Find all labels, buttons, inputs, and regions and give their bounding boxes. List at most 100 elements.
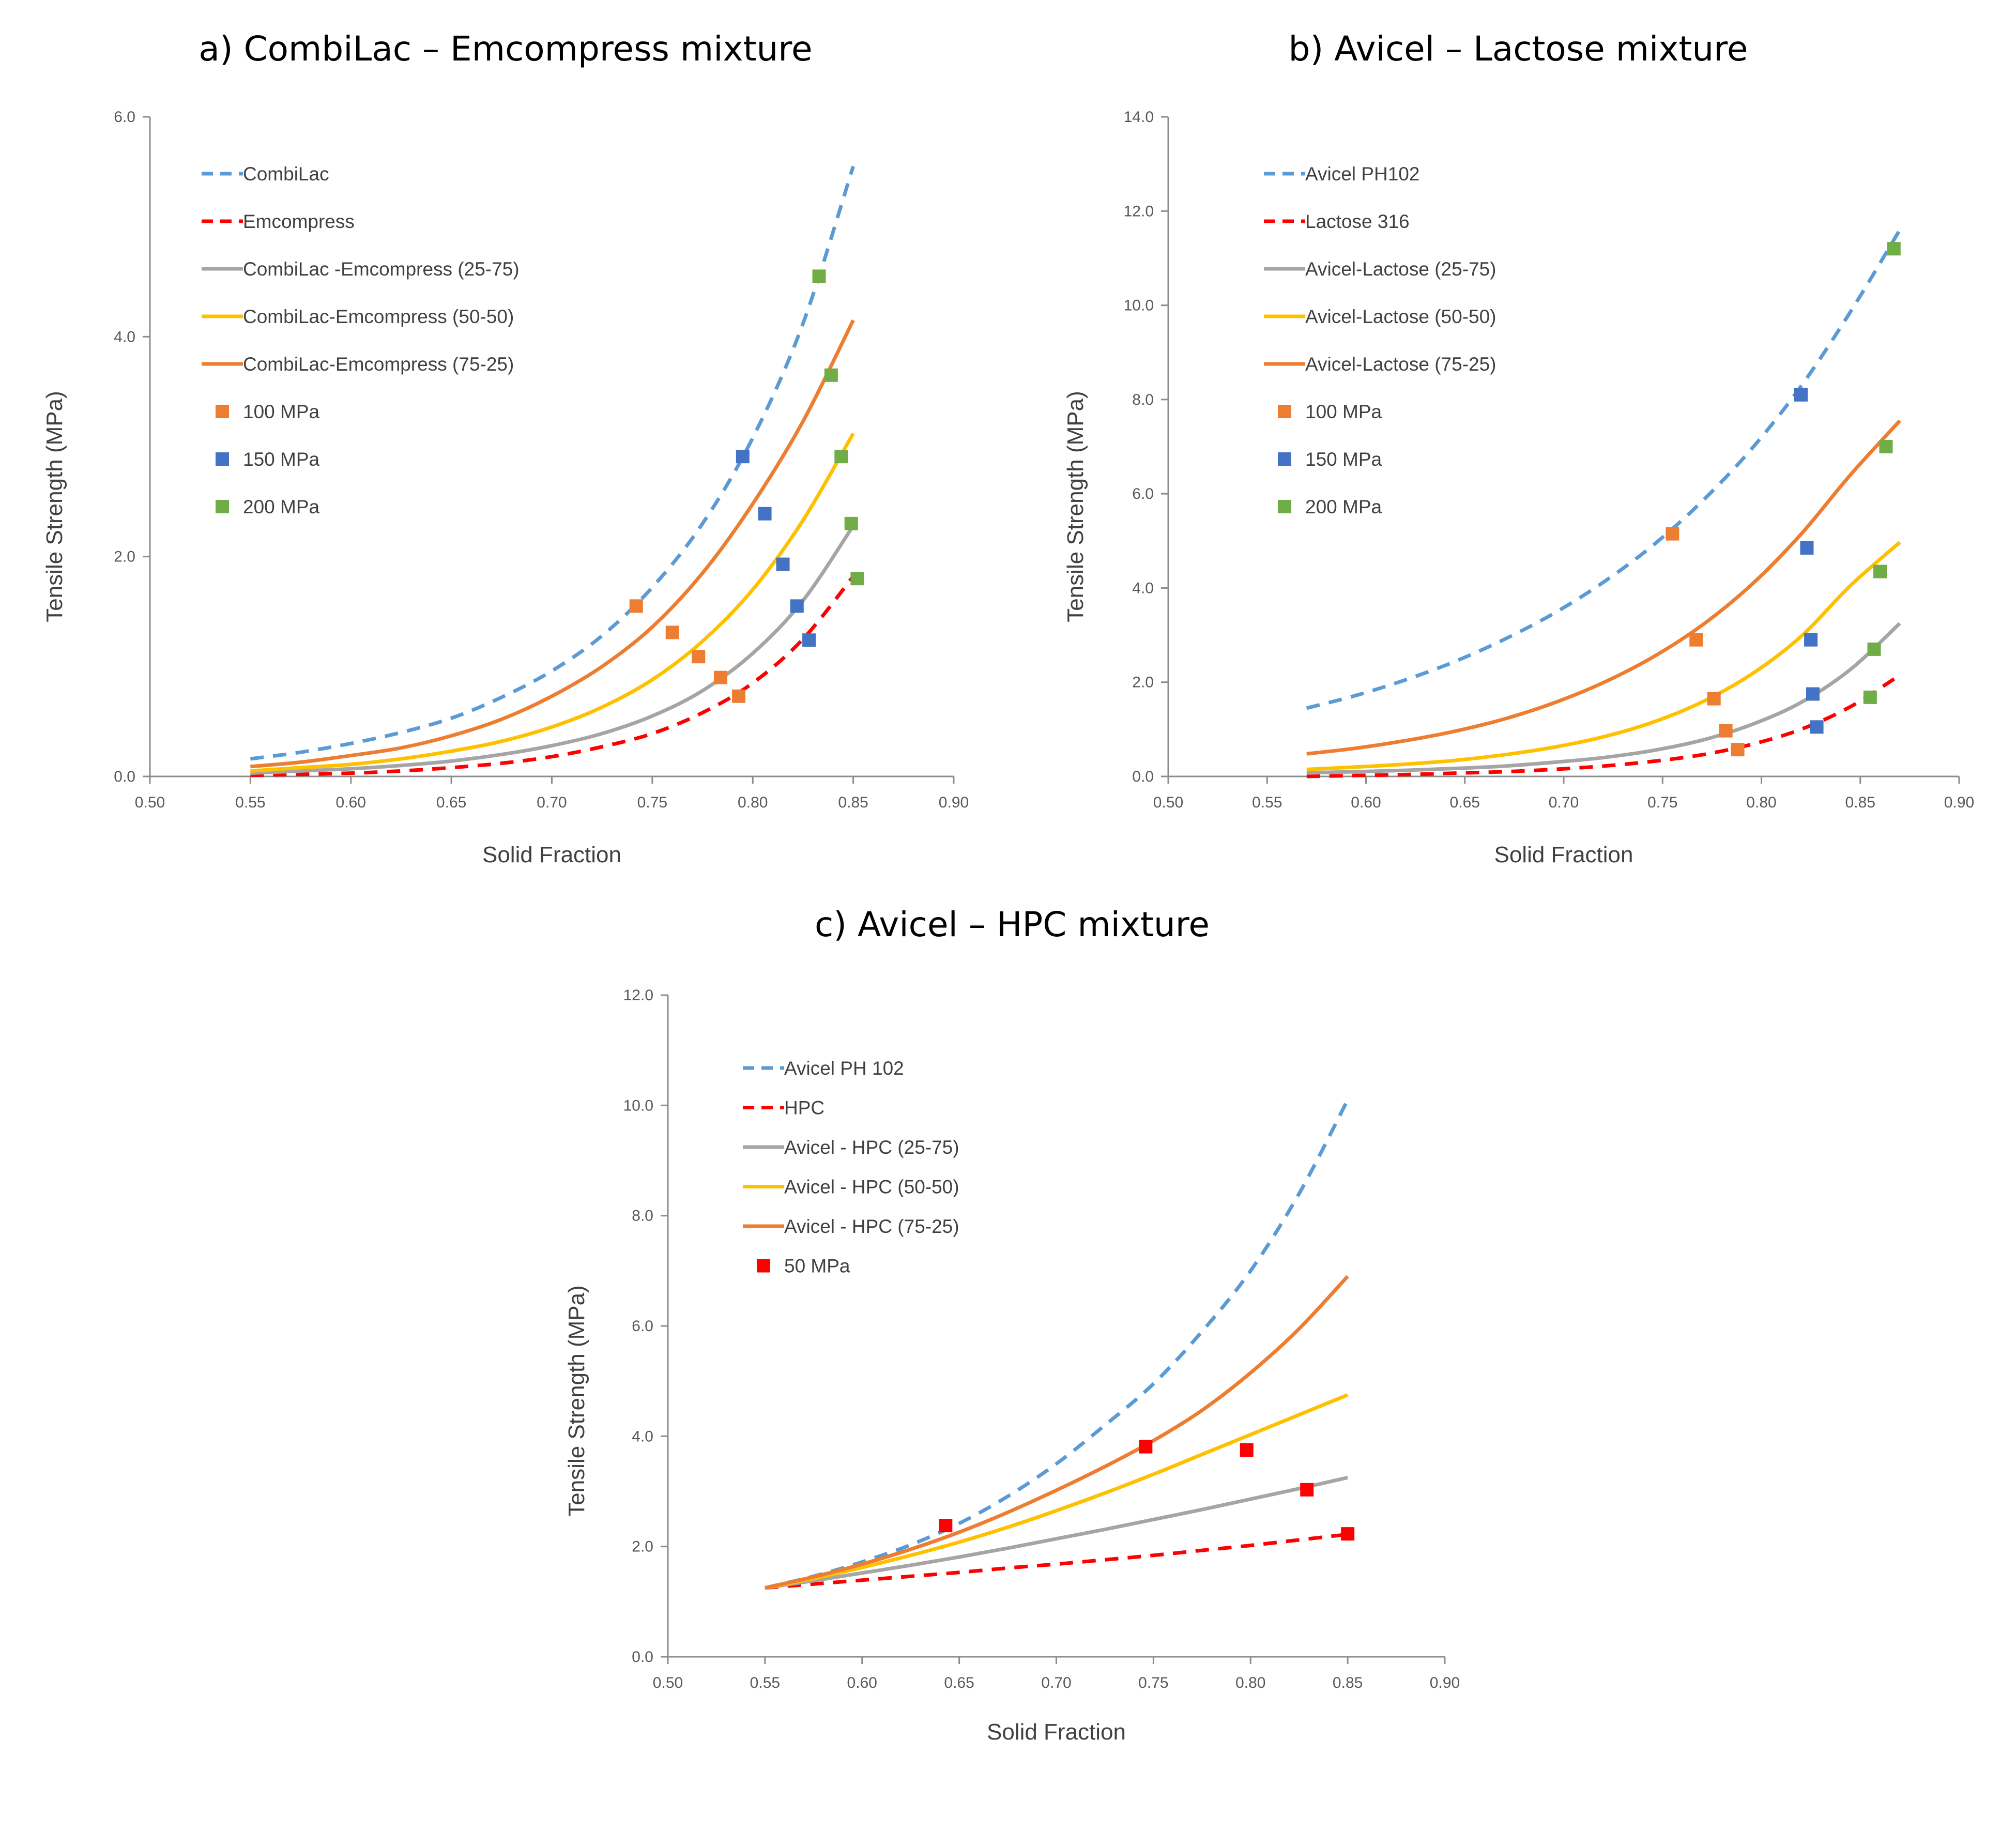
- chart-b-series-line-2: [1306, 674, 1901, 779]
- chart-b-data-point: [1731, 743, 1745, 757]
- chart-b-data-point: [1707, 692, 1721, 706]
- chart-b-legend-label: Avicel PH102: [1305, 163, 1419, 185]
- chart-c-y-tick-label: 8.0: [632, 1208, 653, 1225]
- chart-b-y-tick-label: 10.0: [1124, 297, 1154, 314]
- chart-c-series-line-3: [765, 1475, 1348, 1590]
- chart-c-legend-label: HPC: [784, 1097, 824, 1119]
- chart-a-data-point: [844, 516, 858, 530]
- chart-b-legend-label: 100 MPa: [1305, 401, 1382, 422]
- chart-a-x-tick-label: 0.60: [336, 794, 366, 811]
- chart-b-legend-label: Avicel-Lactose (50-50): [1305, 306, 1496, 327]
- chart-a-x-tick-label: 0.70: [537, 794, 567, 811]
- chart-c-title: c) Avicel – HPC mixture: [814, 905, 1210, 944]
- chart-b-data-point: [1804, 633, 1818, 647]
- chart-b-x-tick-label: 0.55: [1252, 794, 1282, 811]
- chart-a-x-axis-label: Solid Fraction: [482, 842, 621, 867]
- chart-c-series-line-1: [765, 1099, 1350, 1590]
- chart-c-data-point: [1300, 1483, 1314, 1497]
- chart-c-legend-label: Avicel - HPC (50-50): [784, 1177, 959, 1198]
- chart-a-data-point: [692, 650, 706, 664]
- chart-a-x-tick-label: 0.75: [637, 794, 667, 811]
- chart-a-x-tick-label: 0.65: [436, 794, 466, 811]
- chart-c-x-tick-label: 0.55: [750, 1674, 780, 1691]
- chart-a-legend-label: 100 MPa: [243, 401, 320, 422]
- chart-b-y-tick-label: 4.0: [1132, 579, 1154, 597]
- chart-b-x-tick-label: 0.85: [1845, 794, 1875, 811]
- chart-a-data-point: [665, 625, 679, 639]
- chart-b-legend-label: Avicel-Lactose (75-25): [1305, 354, 1496, 375]
- chart-b-data-point: [1800, 541, 1814, 555]
- chart-a-legend-label: 150 MPa: [243, 449, 320, 470]
- chart-b-data-point: [1810, 720, 1824, 734]
- chart-b-y-axis-label: Tensile Strength (MPa): [1063, 391, 1088, 622]
- chart-a-data-point: [732, 689, 746, 703]
- chart-b-data-point: [1794, 388, 1808, 402]
- chart-a-x-tick-label: 0.85: [838, 794, 868, 811]
- chart-b-legend-label: Avicel-Lactose (25-75): [1305, 258, 1496, 280]
- chart-a-legend-label: CombiLac -Emcompress (25-75): [243, 258, 520, 280]
- chart-b-data-point: [1873, 565, 1887, 578]
- chart-b-data-point: [1867, 642, 1881, 656]
- chart-c-x-tick-label: 0.60: [847, 1674, 877, 1691]
- chart-c-x-tick-label: 0.50: [653, 1674, 683, 1691]
- chart-a-data-point: [758, 507, 772, 521]
- chart-c-legend-label: Avicel PH 102: [784, 1058, 904, 1079]
- chart-c-series-line-2: [765, 1532, 1348, 1590]
- chart-b-data-point: [1806, 687, 1820, 701]
- chart-c-legend-label: 50 MPa: [784, 1256, 850, 1277]
- chart-b-x-tick-label: 0.70: [1549, 794, 1579, 811]
- chart-a-series-line-1: [250, 165, 855, 761]
- chart-a-data-point: [776, 557, 790, 571]
- chart-a-legend-label: CombiLac-Emcompress (50-50): [243, 306, 514, 327]
- chart-a-series-line-5: [250, 319, 855, 769]
- chart-a-data-point: [802, 633, 816, 647]
- chart-c-y-tick-label: 12.0: [623, 987, 653, 1004]
- chart-c-x-tick-label: 0.85: [1333, 1674, 1363, 1691]
- chart-c-x-axis-label: Solid Fraction: [987, 1719, 1126, 1745]
- chart-b-legend-marker: [1278, 500, 1291, 513]
- chart-b-x-tick-label: 0.90: [1944, 794, 1974, 811]
- chart-b-series-line-4: [1306, 541, 1901, 771]
- chart-b-series-line-5: [1306, 419, 1901, 756]
- chart-c-x-tick-label: 0.70: [1041, 1674, 1071, 1691]
- chart-a-x-tick-label: 0.90: [939, 794, 969, 811]
- chart-b-x-tick-label: 0.50: [1153, 794, 1183, 811]
- chart-a-legend-label: CombiLac: [243, 163, 329, 185]
- chart-a-y-axis-label: Tensile Strength (MPa): [42, 391, 67, 622]
- chart-c-x-tick-label: 0.90: [1430, 1674, 1460, 1691]
- chart-a-y-tick-label: 0.0: [114, 768, 135, 785]
- chart-b-y-tick-label: 14.0: [1124, 109, 1154, 126]
- chart-c-data-point: [1341, 1527, 1355, 1541]
- chart-a-y-tick-label: 4.0: [114, 328, 135, 345]
- chart-c-legend-label: Avicel - HPC (25-75): [784, 1137, 959, 1158]
- chart-a-y-tick-label: 6.0: [114, 109, 135, 126]
- chart-c-y-axis-label: Tensile Strength (MPa): [564, 1285, 589, 1517]
- chart-c-x-tick-label: 0.65: [944, 1674, 974, 1691]
- chart-c-y-tick-label: 6.0: [632, 1318, 653, 1335]
- chart-a-legend-marker: [216, 452, 229, 466]
- chart-b-x-tick-label: 0.75: [1647, 794, 1677, 811]
- chart-a-legend-marker: [216, 500, 229, 513]
- chart-c-data-point: [1240, 1443, 1254, 1457]
- chart-c-y-tick-label: 4.0: [632, 1428, 653, 1445]
- chart-b-y-tick-label: 0.0: [1132, 768, 1154, 785]
- chart-c-y-tick-label: 0.0: [632, 1649, 653, 1666]
- chart-b-data-point: [1666, 527, 1679, 541]
- chart-b-legend-label: 200 MPa: [1305, 496, 1382, 517]
- chart-b-x-tick-label: 0.80: [1746, 794, 1776, 811]
- chart-a-legend-label: Emcompress: [243, 211, 355, 232]
- chart-a-x-tick-label: 0.80: [738, 794, 768, 811]
- chart-b-y-tick-label: 6.0: [1132, 485, 1154, 502]
- chart-a-data-point: [850, 572, 864, 586]
- chart-a-data-point: [629, 599, 643, 613]
- chart-a-title: a) CombiLac – Emcompress mixture: [198, 29, 813, 69]
- chart-b-data-point: [1689, 633, 1703, 647]
- chart-b-x-tick-label: 0.65: [1450, 794, 1480, 811]
- chart-b-data-point: [1887, 242, 1901, 256]
- chart-b-legend-marker: [1278, 405, 1291, 418]
- chart-a-legend-label: CombiLac-Emcompress (75-25): [243, 354, 514, 375]
- chart-c-legend-marker: [757, 1259, 770, 1273]
- chart-a-series-line-4: [250, 432, 855, 773]
